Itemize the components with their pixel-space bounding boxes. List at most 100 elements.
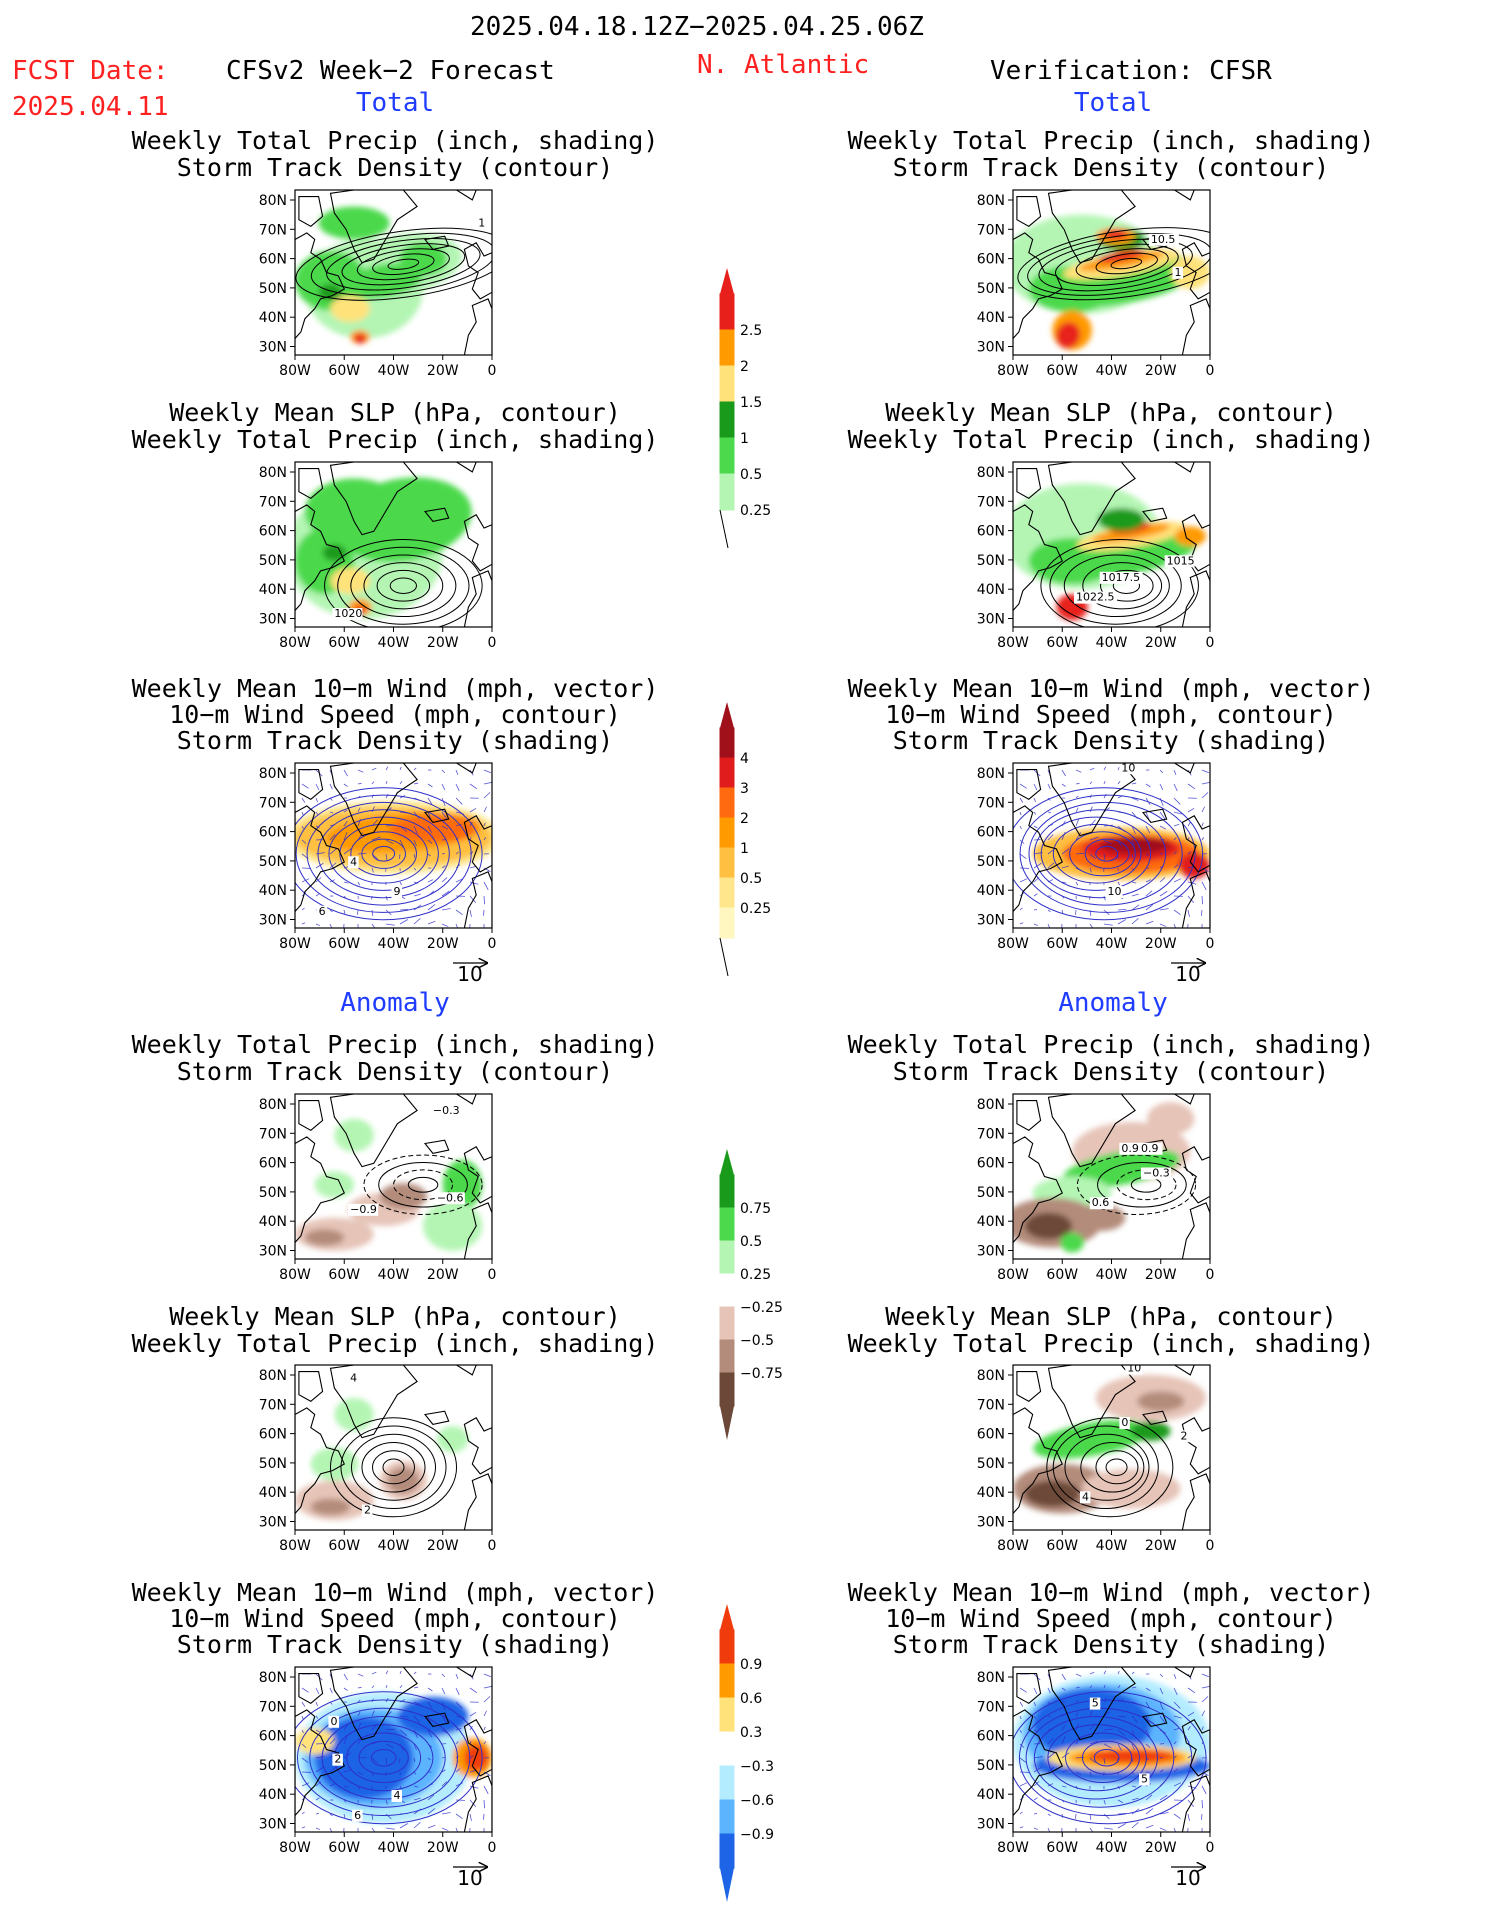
contour-label-bg bbox=[1172, 266, 1184, 279]
wind-vector bbox=[1047, 811, 1052, 814]
wind-vector bbox=[301, 783, 309, 789]
lon-label: 0 bbox=[488, 363, 497, 379]
contour-line bbox=[1052, 1425, 1159, 1510]
wind-vector bbox=[1159, 1794, 1168, 1801]
wind-vector bbox=[315, 1729, 320, 1733]
wind-vector bbox=[1089, 1685, 1093, 1689]
wind-vector bbox=[1159, 783, 1164, 791]
wind-vector bbox=[1173, 823, 1180, 827]
lon-label: 0 bbox=[1206, 635, 1215, 651]
map-panel-p9: 2 4 0 6 80N 70N 60N 50N 40N 30N 80W 60W 40W 20W 0 10 bbox=[259, 1666, 496, 1890]
wind-vector bbox=[399, 1699, 406, 1703]
wind-vector bbox=[343, 1799, 347, 1803]
wind-vector bbox=[385, 1728, 395, 1731]
wind-vector bbox=[315, 797, 318, 803]
colorbar-swatch bbox=[719, 1306, 735, 1341]
wind-vector bbox=[329, 834, 336, 841]
wind-vector bbox=[1201, 781, 1210, 785]
wind-vector bbox=[357, 782, 362, 785]
wind-vector bbox=[413, 1743, 417, 1751]
wind-vector bbox=[301, 1826, 306, 1829]
coastline bbox=[423, 507, 450, 523]
coastline bbox=[329, 1667, 418, 1741]
shading-layer bbox=[295, 1118, 483, 1251]
wind-vector bbox=[455, 783, 460, 792]
contour-line bbox=[363, 562, 444, 610]
contour-label-bg bbox=[1089, 1197, 1114, 1210]
wind-vector bbox=[413, 1715, 420, 1723]
contour-label-bg bbox=[348, 1372, 359, 1385]
map-area: 55 bbox=[1013, 1667, 1210, 1832]
colorbar-swatch bbox=[719, 877, 735, 909]
coastline bbox=[455, 462, 477, 473]
lon-label: 80W bbox=[279, 936, 311, 952]
wind-vector bbox=[1075, 1686, 1080, 1689]
contour-line bbox=[309, 1707, 459, 1808]
coastlines bbox=[295, 1667, 492, 1832]
wind-vector bbox=[301, 1811, 305, 1815]
wind-vector bbox=[1173, 797, 1181, 805]
wind-vector bbox=[441, 1812, 451, 1815]
coastline bbox=[463, 1202, 492, 1259]
wind-vector bbox=[1187, 1687, 1196, 1694]
wind-vector bbox=[1075, 832, 1082, 841]
wind-vector bbox=[399, 881, 403, 886]
wind-vector bbox=[1201, 909, 1203, 916]
wind-vector bbox=[441, 1827, 449, 1831]
wind-vector bbox=[469, 807, 477, 813]
colorbar-swatch bbox=[719, 727, 735, 759]
wind-vector bbox=[469, 1799, 477, 1807]
contour-lines bbox=[324, 539, 483, 627]
contour-line bbox=[1054, 243, 1179, 286]
wind-vector bbox=[483, 1673, 492, 1678]
contour-label-bg bbox=[1164, 555, 1195, 568]
wind-vector bbox=[427, 1757, 431, 1761]
contour-line bbox=[1093, 1749, 1120, 1767]
wind-vector bbox=[427, 1687, 433, 1692]
p9-title-2: 10−m Wind Speed (mph, contour) bbox=[169, 1604, 621, 1633]
colorbar-swatch bbox=[719, 293, 735, 331]
shade-region bbox=[1099, 837, 1171, 854]
contour-label: 10.5 bbox=[1151, 233, 1176, 246]
wind-vector bbox=[1173, 837, 1177, 841]
wind-vector bbox=[1117, 1715, 1127, 1718]
lon-label: 0 bbox=[1206, 1267, 1215, 1283]
map-panel-p5: 1017.5 1015 1022.5 80N 70N 60N 50N 40N 30N 80W 60W… bbox=[977, 461, 1215, 651]
wind-vector bbox=[315, 1781, 322, 1787]
wind-vector bbox=[329, 848, 338, 855]
wind-vector bbox=[413, 918, 421, 925]
wind-vector bbox=[371, 867, 374, 873]
wind-vector bbox=[1117, 1812, 1127, 1815]
wind-vector bbox=[399, 766, 402, 771]
contour-label: 0.6 bbox=[1092, 1196, 1110, 1209]
contour-label: 6 bbox=[354, 1809, 361, 1822]
wind-vector bbox=[329, 909, 333, 913]
shade-region bbox=[1178, 852, 1210, 879]
contour-line bbox=[306, 801, 461, 906]
p10-title-2: Storm Track Density (contour) bbox=[892, 1057, 1330, 1086]
wind-vector bbox=[385, 1670, 389, 1675]
wind-vector bbox=[1103, 1813, 1110, 1820]
wind-vector bbox=[441, 1701, 446, 1711]
wind-vector bbox=[1131, 904, 1140, 911]
lat-label: 40N bbox=[977, 1485, 1005, 1501]
lon-label: 60W bbox=[1046, 1267, 1078, 1283]
contour-label-bg bbox=[348, 1203, 379, 1216]
contour-line bbox=[358, 1740, 409, 1775]
lat-label: 60N bbox=[259, 1427, 287, 1443]
contour-label: 5 bbox=[1092, 1697, 1099, 1710]
wind-vector bbox=[301, 1729, 304, 1734]
p10-title-1: Weekly Total Precip (inch, shading) bbox=[847, 1030, 1375, 1059]
contour-label-bg bbox=[1119, 1417, 1130, 1430]
colorbar-label: −0.9 bbox=[740, 1827, 774, 1843]
wind-vector bbox=[343, 1673, 348, 1681]
wind-vector bbox=[1075, 1699, 1079, 1703]
wind-vector bbox=[1089, 1757, 1096, 1764]
shade-region bbox=[1170, 256, 1210, 289]
colorbar-swatch bbox=[719, 1697, 735, 1733]
wind-vector bbox=[315, 783, 320, 791]
coastline bbox=[463, 514, 492, 572]
wind-vector bbox=[1019, 922, 1024, 925]
wind-vector bbox=[301, 797, 306, 803]
map-panel-p7: −0.3 −0.6 −0.9 80N 70N 60N 50N 40N 30N 80W 60W 40W 2… bbox=[259, 1093, 496, 1283]
